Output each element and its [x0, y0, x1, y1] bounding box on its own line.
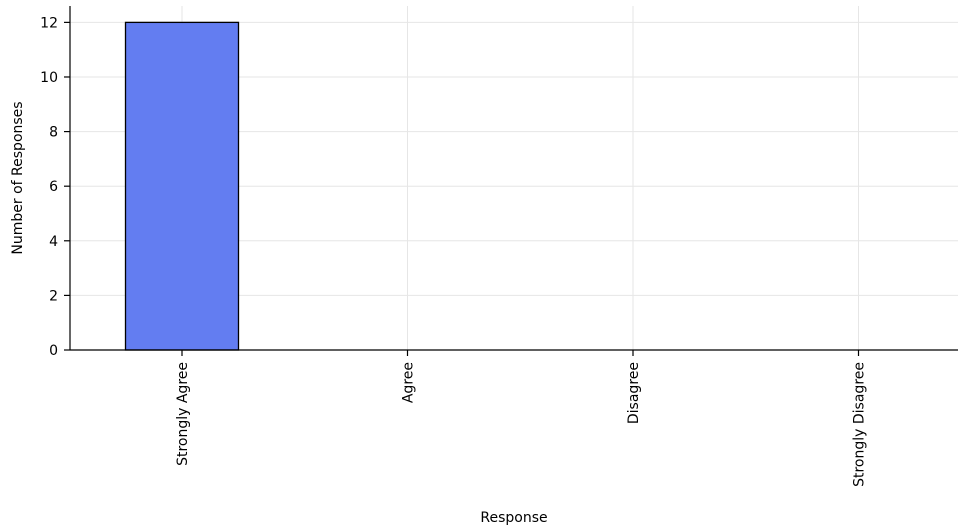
y-tick-label: 10 [40, 70, 58, 86]
y-tick-label: 8 [49, 125, 58, 141]
x-axis-label: Response [480, 510, 547, 526]
y-tick-label: 2 [49, 288, 58, 304]
y-axis-ticks: 0 2 4 6 8 10 12 [40, 15, 70, 359]
bar-strongly-agree [124, 21, 240, 351]
x-tick-label: Strongly Agree [175, 362, 191, 466]
y-tick-label: 4 [49, 234, 58, 250]
x-tick-label: Disagree [626, 362, 642, 424]
y-axis-label: Number of Responses [10, 101, 26, 254]
x-tick-label: Strongly Disagree [852, 362, 868, 487]
y-tick-label: 12 [40, 15, 58, 31]
y-tick-label: 6 [49, 179, 58, 195]
x-axis-ticks: Strongly Agree Agree Disagree Strongly Disa… [175, 350, 868, 487]
bars [124, 21, 240, 351]
x-tick-label: Agree [401, 362, 417, 403]
y-tick-label: 0 [49, 343, 58, 359]
